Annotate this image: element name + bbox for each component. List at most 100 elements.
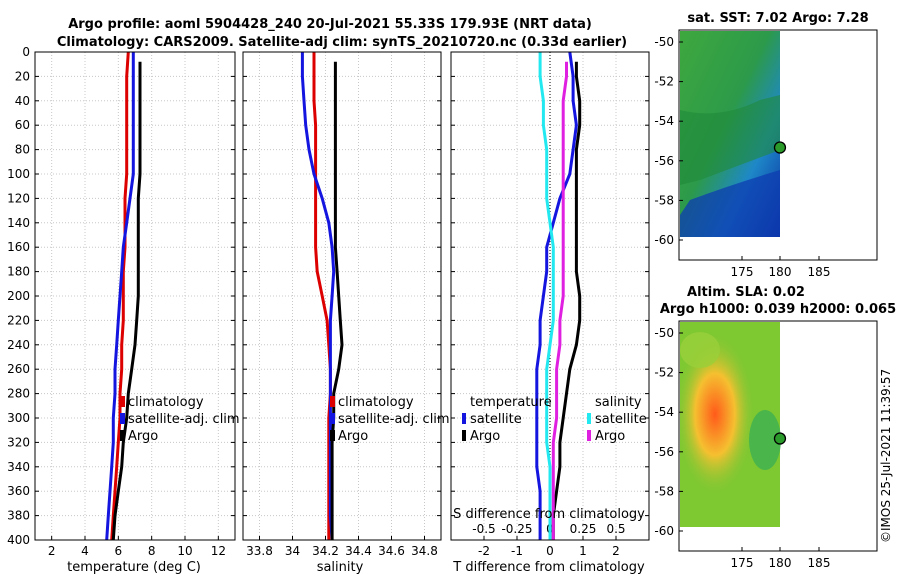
temperature-panel: 2 4 6 8 10 12	[34, 51, 236, 558]
lat-tick-label: -56	[654, 445, 674, 459]
lat-tick-label: -58	[654, 193, 674, 207]
x-tick-label: 4	[81, 544, 89, 558]
sst-map-axes: 175 180 185 -50 -52 -54 -56 -58 -60	[654, 35, 830, 279]
salinity-legend: climatology satellite-adj. clim Argo	[330, 395, 450, 444]
depth-tick-label: 400	[7, 533, 30, 547]
x-tick-label: 10	[177, 544, 192, 558]
x-tick-label: -1	[511, 544, 523, 558]
temperature-legend: climatology satellite-adj. clim Argo	[120, 395, 240, 444]
temperature-xlabel: temperature (deg C)	[67, 560, 201, 575]
plot-frame	[34, 51, 236, 541]
top-tick-label: 0.5	[606, 522, 625, 536]
depth-tick-label: 360	[7, 484, 30, 498]
header-line2: Climatology: CARS2009. Satellite-adj cli…	[57, 35, 627, 50]
series-line-temperature-argo	[551, 61, 582, 540]
depth-tick-label: 300	[7, 411, 30, 425]
x-tick-label: 0	[546, 544, 554, 558]
x-tick-label: 34.8	[411, 544, 438, 558]
legend-label-satellite: satellite-adj. clim	[128, 412, 240, 427]
series-line-climatology	[110, 51, 130, 541]
x-tick-label: 34.4	[345, 544, 372, 558]
legend-label-climatology: climatology	[338, 395, 414, 410]
depth-tick-label: 20	[15, 69, 30, 83]
legend-title-temperature: temperature	[470, 395, 552, 410]
x-tick-label: 34.2	[312, 544, 339, 558]
legend-label-argo: Argo	[128, 429, 158, 444]
salinity-xlabel: salinity	[317, 560, 364, 575]
depth-tick-label: 240	[7, 338, 30, 352]
series-line-climatology	[312, 52, 332, 540]
depth-tick-label: 120	[7, 191, 30, 205]
legend-label-temp-satellite: satellite	[470, 412, 522, 427]
x-tick-label: 1	[579, 544, 587, 558]
series-line-salinity-argo	[551, 61, 568, 540]
top-tick-label: -0.5	[472, 522, 495, 536]
x-tick-label: 2	[612, 544, 620, 558]
sla-map	[678, 320, 878, 552]
legend-label-temp-argo: Argo	[470, 429, 500, 444]
x-tick-label: 34	[285, 544, 300, 558]
series-line-argo	[111, 61, 142, 541]
lon-tick-label: 180	[769, 556, 792, 570]
series-line-argo	[330, 61, 344, 540]
difference-panel: -2 -1 0 1 2-0.5 -0.25 0 0.25 0.5	[450, 51, 650, 558]
sst-map	[678, 29, 878, 261]
legend-swatch-argo	[120, 430, 125, 441]
x-tick-label: -2	[478, 544, 490, 558]
sdiff-xlabel: S difference from climatology	[453, 507, 645, 522]
sla-patch	[680, 332, 720, 368]
lat-tick-label: -52	[654, 366, 674, 380]
series-line-temperature-satellite	[535, 51, 578, 540]
lon-tick-label: 175	[731, 556, 754, 570]
top-tick-label: 0.25	[570, 522, 597, 536]
depth-tick-label: 80	[15, 143, 30, 157]
depth-axis: 0 20 40 60 80 100 120 140 160 180 200 220 240 260 280 3…	[7, 45, 30, 547]
legend-label-argo: Argo	[338, 429, 368, 444]
series-line-satellite-adj-clim	[105, 52, 135, 541]
argo-position-marker	[773, 141, 787, 154]
top-tick-label: -0.25	[501, 522, 532, 536]
sst-cold-water	[680, 170, 780, 237]
depth-tick-label: 40	[15, 94, 30, 108]
x-tick-label: 34.6	[378, 544, 405, 558]
sla-map-subtitle: Argo h1000: 0.039 h2000: 0.065	[660, 302, 896, 317]
difference-legend: temperature salinity satellite Argo sate…	[462, 395, 647, 444]
sla-negative-anomaly	[749, 410, 781, 470]
series-line-satellite-adj-clim	[300, 52, 336, 541]
legend-label-sal-argo: Argo	[595, 429, 625, 444]
depth-tick-label: 180	[7, 265, 30, 279]
lat-tick-label: -54	[654, 114, 674, 128]
x-tick-label: 6	[115, 544, 123, 558]
legend-label-satellite: satellite-adj. clim	[338, 412, 450, 427]
lon-tick-label: 180	[769, 265, 792, 279]
depth-tick-label: 280	[7, 387, 30, 401]
depth-tick-label: 260	[7, 362, 30, 376]
legend-swatch-climatology	[330, 396, 335, 407]
plot-frame	[450, 51, 650, 541]
depth-tick-label: 60	[15, 118, 30, 132]
series-line-salinity-satellite	[538, 52, 555, 540]
lat-tick-label: -56	[654, 154, 674, 168]
copyright: ©IMOS 25-Jul-2021 11:39:57	[879, 369, 893, 543]
depth-tick-label: 340	[7, 460, 30, 474]
legend-swatch-satellite	[120, 413, 125, 424]
sst-map-title: sat. SST: 7.02 Argo: 7.28	[687, 11, 868, 26]
plot-frame	[242, 51, 442, 541]
lon-tick-label: 185	[808, 556, 831, 570]
sst-cool-patch	[680, 95, 780, 185]
lat-tick-label: -54	[654, 405, 674, 419]
legend-swatch-sal-satellite	[587, 413, 591, 424]
x-tick-label: 2	[48, 544, 56, 558]
header-line1: Argo profile: aoml 5904428_240 20-Jul-20…	[68, 17, 592, 32]
legend-swatch-sal-argo	[587, 430, 591, 441]
sla-map-axes: 175 180 185 -50 -52 -54 -56 -58 -60	[654, 326, 830, 570]
lat-tick-label: -60	[654, 524, 674, 538]
legend-swatch-satellite	[330, 413, 335, 424]
depth-tick-label: 380	[7, 509, 30, 523]
lon-tick-label: 175	[731, 265, 754, 279]
argo-position-marker	[773, 432, 787, 445]
legend-label-climatology: climatology	[128, 395, 204, 410]
lat-tick-label: -50	[654, 326, 674, 340]
legend-swatch-climatology	[120, 396, 125, 407]
